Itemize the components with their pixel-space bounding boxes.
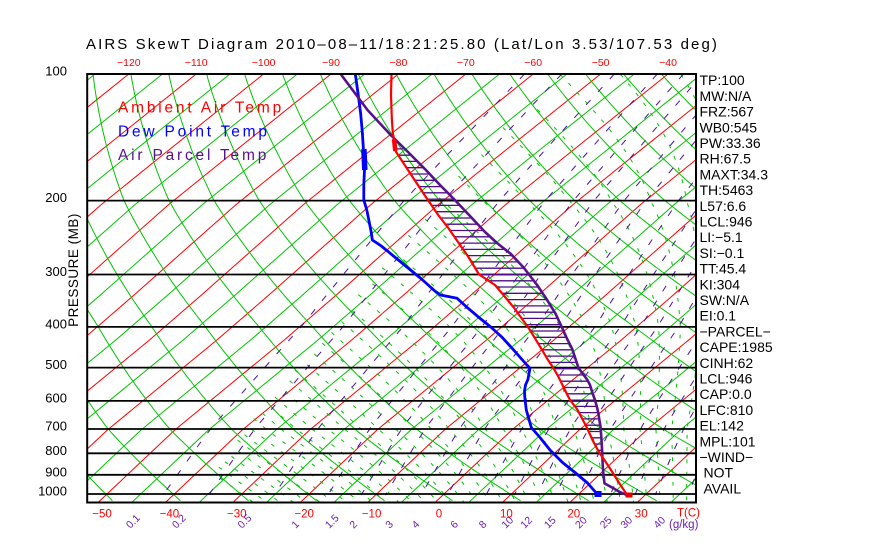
svg-text:1000: 1000 — [38, 484, 67, 499]
svg-text:−50: −50 — [592, 57, 610, 69]
svg-text:300: 300 — [45, 264, 67, 279]
svg-text:−PARCEL−: −PARCEL− — [700, 323, 771, 339]
svg-text:MAXT:34.3: MAXT:34.3 — [700, 166, 769, 182]
svg-text:−110: −110 — [185, 57, 208, 69]
svg-text:700: 700 — [45, 419, 67, 434]
svg-text:20: 20 — [567, 509, 580, 521]
svg-text:TT:45.4: TT:45.4 — [700, 261, 747, 277]
svg-text:100: 100 — [45, 64, 67, 79]
svg-text:AVAIL: AVAIL — [704, 480, 742, 496]
svg-text:200: 200 — [45, 190, 67, 205]
svg-text:KI:304: KI:304 — [700, 276, 741, 292]
svg-text:600: 600 — [45, 391, 67, 406]
svg-text:NOT: NOT — [704, 465, 734, 481]
svg-text:−30: −30 — [227, 509, 247, 521]
svg-text:−20: −20 — [294, 509, 314, 521]
svg-text:MW:N/A: MW:N/A — [700, 88, 753, 104]
svg-text:800: 800 — [45, 443, 67, 458]
svg-text:EL:142: EL:142 — [700, 418, 745, 434]
svg-text:FRZ:567: FRZ:567 — [700, 104, 755, 120]
svg-text:MPL:101: MPL:101 — [700, 433, 756, 449]
svg-text:400: 400 — [45, 317, 67, 332]
svg-text:900: 900 — [45, 464, 67, 479]
svg-text:RH:67.5: RH:67.5 — [700, 151, 752, 167]
svg-text:LCL:946: LCL:946 — [700, 214, 753, 230]
svg-text:CINH:62: CINH:62 — [700, 355, 754, 371]
svg-text:Air Parcel Temp: Air Parcel Temp — [118, 147, 269, 164]
svg-text:(g/kg): (g/kg) — [669, 519, 699, 531]
svg-text:PRESSURE (MB): PRESSURE (MB) — [66, 213, 81, 327]
svg-text:−60: −60 — [524, 57, 542, 69]
svg-text:−120: −120 — [117, 57, 141, 69]
svg-text:Dew Point Temp: Dew Point Temp — [118, 124, 270, 141]
svg-text:T(C): T(C) — [677, 508, 700, 520]
svg-text:SW:N/A: SW:N/A — [700, 292, 750, 308]
svg-text:SI:−0.1: SI:−0.1 — [700, 245, 745, 261]
svg-text:500: 500 — [45, 357, 67, 372]
svg-text:TP:100: TP:100 — [700, 72, 745, 88]
svg-text:−50: −50 — [92, 509, 112, 521]
svg-text:Ambient Air Temp: Ambient Air Temp — [118, 100, 284, 117]
svg-text:L57:6.6: L57:6.6 — [700, 198, 747, 214]
svg-text:−80: −80 — [389, 57, 407, 69]
svg-text:EI:0.1: EI:0.1 — [700, 308, 737, 324]
svg-text:CAP:0.0: CAP:0.0 — [700, 386, 752, 402]
svg-text:WB0:545: WB0:545 — [700, 119, 758, 135]
svg-text:10: 10 — [500, 509, 513, 521]
svg-text:−90: −90 — [322, 57, 340, 69]
svg-text:−70: −70 — [457, 57, 475, 69]
svg-text:AIRS SkewT Diagram 2010–08–11/: AIRS SkewT Diagram 2010–08–11/18:21:25.8… — [86, 36, 719, 53]
svg-text:−40: −40 — [160, 509, 180, 521]
svg-text:LI:−5.1: LI:−5.1 — [700, 229, 743, 245]
svg-text:−40: −40 — [659, 57, 677, 69]
svg-text:CAPE:1985: CAPE:1985 — [700, 339, 773, 355]
svg-text:30: 30 — [635, 509, 648, 521]
svg-text:LCL:946: LCL:946 — [700, 371, 753, 387]
svg-text:−10: −10 — [362, 509, 382, 521]
svg-text:TH:5463: TH:5463 — [700, 182, 754, 198]
svg-text:LFC:810: LFC:810 — [700, 402, 754, 418]
svg-text:−WIND−: −WIND− — [700, 449, 754, 465]
svg-text:−100: −100 — [252, 57, 276, 69]
svg-text:0: 0 — [436, 509, 442, 521]
svg-text:PW:33.36: PW:33.36 — [700, 135, 761, 151]
